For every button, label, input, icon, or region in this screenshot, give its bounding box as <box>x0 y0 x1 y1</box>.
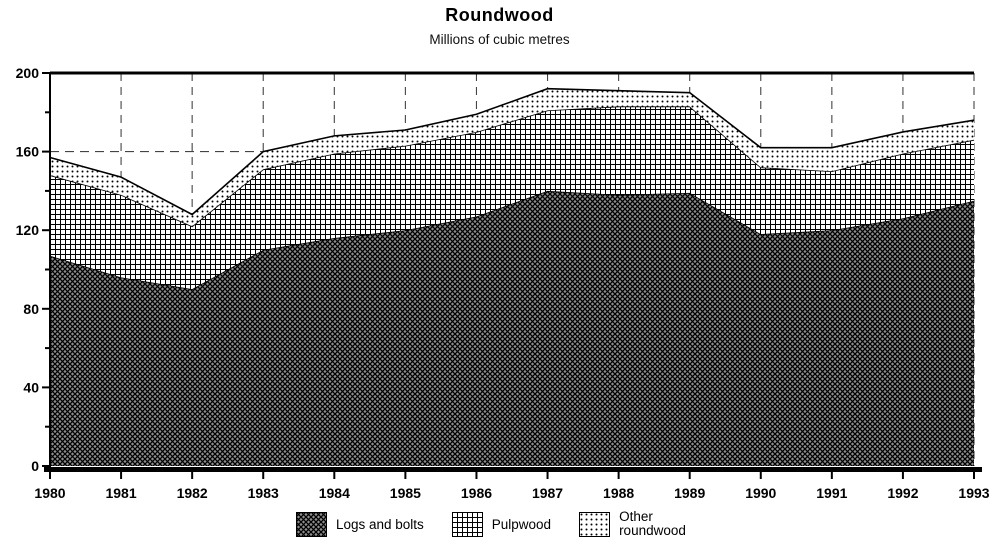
legend-label-pulpwood: Pulpwood <box>491 516 552 532</box>
svg-text:200: 200 <box>16 65 40 81</box>
other-roundwood-swatch-icon <box>579 511 611 537</box>
legend-item-logs-and-bolts: Logs and bolts <box>295 511 424 537</box>
svg-text:1991: 1991 <box>816 485 847 501</box>
plot-group: 0 40 80 120 160 200 1980 1981 1982 1983 1984 1985 19… <box>16 65 990 501</box>
svg-text:1987: 1987 <box>532 485 563 501</box>
svg-text:1983: 1983 <box>248 485 279 501</box>
svg-text:40: 40 <box>23 379 39 395</box>
legend: Logs and bolts Pulpwood Other roundwood <box>0 509 999 539</box>
pulpwood-swatch-icon <box>451 511 483 537</box>
svg-text:1989: 1989 <box>674 485 705 501</box>
svg-text:1992: 1992 <box>887 485 918 501</box>
legend-label-other-roundwood: Other roundwood <box>619 509 686 539</box>
svg-text:1980: 1980 <box>34 485 65 501</box>
svg-text:1988: 1988 <box>603 485 634 501</box>
svg-text:160: 160 <box>16 144 40 160</box>
chart-subtitle: Millions of cubic metres <box>429 32 570 47</box>
svg-text:1993: 1993 <box>958 485 989 501</box>
svg-text:80: 80 <box>23 301 39 317</box>
svg-text:1981: 1981 <box>105 485 136 501</box>
svg-text:0: 0 <box>31 458 39 474</box>
svg-text:1986: 1986 <box>461 485 492 501</box>
legend-item-pulpwood: Pulpwood <box>451 511 552 537</box>
chart-area: 0 40 80 120 160 200 1980 1981 1982 1983 1984 1985 19… <box>0 49 999 506</box>
legend-item-other-roundwood: Other roundwood <box>579 509 703 539</box>
svg-text:1990: 1990 <box>745 485 776 501</box>
chart-title: Roundwood <box>445 5 554 25</box>
logs-and-bolts-swatch-icon <box>295 511 327 537</box>
legend-label-logs-and-bolts: Logs and bolts <box>335 516 424 532</box>
svg-text:1982: 1982 <box>177 485 208 501</box>
svg-text:1985: 1985 <box>390 485 421 501</box>
chart-svg: 0 40 80 120 160 200 1980 1981 1982 1983 1984 1985 19… <box>16 65 990 501</box>
svg-text:1984: 1984 <box>319 485 350 501</box>
svg-text:120: 120 <box>16 222 40 238</box>
